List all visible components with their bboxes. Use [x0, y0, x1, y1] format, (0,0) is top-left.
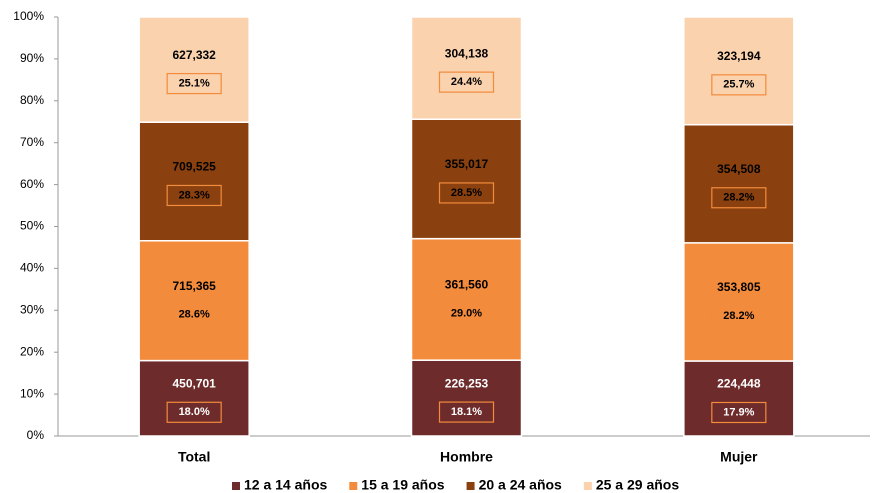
y-tick-label: 30% — [20, 302, 44, 316]
percent-box — [711, 187, 767, 209]
count-label: 354,508 — [717, 162, 761, 176]
bar-segment — [138, 16, 250, 123]
x-tick-label: Mujer — [720, 449, 758, 465]
bar-segment — [410, 237, 523, 361]
percent-box — [711, 305, 767, 327]
count-label: 226,253 — [445, 376, 489, 390]
x-tick-label: Total — [178, 449, 210, 465]
legend-label: 20 a 24 años — [479, 477, 562, 493]
count-label: 323,194 — [717, 49, 761, 63]
percent-box — [438, 71, 495, 93]
x-tick-label: Hombre — [440, 449, 493, 465]
count-label: 361,560 — [445, 278, 489, 292]
percent-box — [438, 302, 495, 325]
percent-box — [166, 304, 222, 326]
legend-label: 25 a 29 años — [596, 477, 679, 493]
bar-segment — [410, 118, 523, 240]
percent-box — [166, 72, 222, 95]
percent-label: 18.0% — [179, 406, 210, 418]
count-label: 224,448 — [717, 377, 761, 391]
y-tick-label: 10% — [20, 386, 44, 400]
count-label: 304,138 — [445, 46, 489, 60]
bar-segment — [138, 239, 250, 362]
percent-label: 25.7% — [723, 79, 754, 91]
percent-box — [438, 182, 495, 204]
count-label: 355,017 — [445, 157, 489, 171]
percent-label: 29.0% — [451, 307, 482, 319]
count-label: 353,805 — [717, 280, 761, 294]
percent-label: 25.1% — [179, 77, 210, 89]
bar-segment — [683, 16, 795, 126]
percent-box — [166, 401, 222, 423]
percent-box — [711, 401, 767, 424]
bar-segment — [410, 359, 523, 437]
legend-swatch — [232, 482, 240, 490]
percent-box — [711, 74, 767, 96]
count-label: 715,365 — [172, 279, 216, 293]
count-label: 709,525 — [172, 160, 216, 174]
y-tick-label: 100% — [13, 9, 44, 23]
y-tick-label: 90% — [20, 51, 44, 65]
count-label: 450,701 — [172, 376, 216, 390]
bar-segment — [683, 360, 795, 437]
percent-box — [438, 401, 495, 423]
percent-label: 24.4% — [451, 76, 482, 88]
percent-label: 28.3% — [179, 189, 210, 201]
y-tick-label: 40% — [20, 261, 44, 275]
y-tick-label: 0% — [27, 428, 45, 442]
y-tick-label: 60% — [20, 177, 44, 191]
bar-segment — [138, 121, 250, 242]
legend-label: 15 a 19 años — [361, 477, 444, 493]
percent-label: 28.6% — [179, 309, 210, 321]
legend-swatch — [349, 482, 358, 490]
percent-label: 17.9% — [723, 406, 754, 418]
bar-segment — [683, 123, 795, 244]
y-tick-label: 70% — [20, 135, 44, 149]
percent-label: 28.5% — [451, 187, 482, 199]
percent-label: 28.2% — [723, 192, 754, 204]
bar-segment — [138, 359, 250, 437]
legend-label: 12 a 14 años — [244, 477, 327, 493]
count-label: 627,332 — [172, 48, 216, 62]
percent-label: 28.2% — [723, 310, 754, 322]
y-tick-label: 20% — [20, 344, 44, 358]
legend-swatch — [466, 482, 475, 490]
y-tick-label: 80% — [20, 93, 44, 107]
bar-segment — [683, 242, 795, 362]
legend-swatch — [583, 482, 592, 490]
bar-segment — [410, 16, 523, 120]
percent-box — [166, 184, 222, 207]
percent-label: 18.1% — [451, 406, 482, 418]
y-tick-label: 50% — [20, 219, 44, 233]
